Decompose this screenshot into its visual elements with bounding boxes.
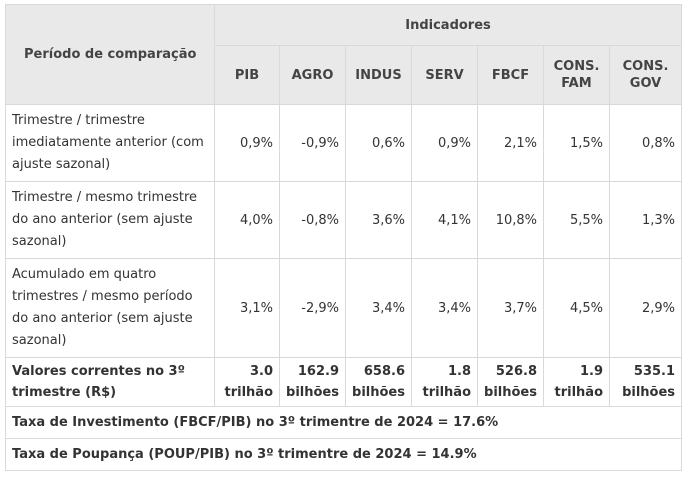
cell-value: 3,6% xyxy=(345,181,412,259)
investment-rate: Taxa de Investimento (FBCF/PIB) no 3º tr… xyxy=(4,406,683,439)
cell-value: 526.8 bilhões xyxy=(477,357,544,407)
cell-value: 0,6% xyxy=(345,104,412,182)
cell-value: 4,0% xyxy=(214,181,280,259)
savings-rate: Taxa de Poupança (POUP/PIB) no 3º trimen… xyxy=(4,438,683,471)
column-header-cons-gov: CONS. GOV xyxy=(608,45,683,105)
current-values-row: Valores correntes no 3º trimestre (R$) 3… xyxy=(5,357,683,407)
column-header-cons-fam: CONS. FAM xyxy=(543,45,610,105)
period-header: Período de comparação xyxy=(5,4,215,105)
cell-value: 658.6 bilhões xyxy=(345,357,412,407)
column-header-indus: INDUS xyxy=(345,45,412,105)
cell-value: 4,1% xyxy=(411,181,478,259)
column-header-pib: PIB xyxy=(214,45,280,105)
indicators-header: Indicadores xyxy=(213,4,683,46)
cell-value: 3,4% xyxy=(411,258,478,358)
cell-value: 1,5% xyxy=(543,104,610,182)
cell-value: 2,1% xyxy=(477,104,544,182)
column-header-fbcf: FBCF xyxy=(477,45,544,105)
cell-value: 0,8% xyxy=(608,104,683,182)
cell-value: 3,4% xyxy=(345,258,412,358)
table-row: Acumulado em quatro trimestres / mesmo p… xyxy=(5,258,683,358)
cell-value: 1,3% xyxy=(608,181,683,259)
cell-value: 4,5% xyxy=(543,258,610,358)
column-header-agro: AGRO xyxy=(279,45,346,105)
cell-value: 162.9 bilhões xyxy=(279,357,346,407)
cell-value: 0,9% xyxy=(214,104,280,182)
investment-rate-row: Taxa de Investimento (FBCF/PIB) no 3º tr… xyxy=(4,406,683,439)
row-label: Acumulado em quatro trimestres / mesmo p… xyxy=(5,258,215,358)
cell-value: 10,8% xyxy=(477,181,544,259)
row-label: Trimestre / mesmo trimestre do ano anter… xyxy=(5,181,215,259)
cell-value: 1.9 trilhão xyxy=(543,357,610,407)
cell-value: 2,9% xyxy=(608,258,683,358)
gdp-indicators-table: Período de comparação Indicadores PIB AG… xyxy=(4,4,683,471)
table-row: Trimestre / mesmo trimestre do ano anter… xyxy=(5,181,683,259)
column-header-serv: SERV xyxy=(411,45,478,105)
row-label: Valores correntes no 3º trimestre (R$) xyxy=(5,357,215,407)
cell-value: 3,1% xyxy=(214,258,280,358)
cell-value: 3,7% xyxy=(477,258,544,358)
row-label: Trimestre / trimestre imediatamente ante… xyxy=(5,104,215,182)
cell-value: -0,8% xyxy=(279,181,346,259)
cell-value: 1.8 trilhão xyxy=(411,357,478,407)
savings-rate-row: Taxa de Poupança (POUP/PIB) no 3º trimen… xyxy=(4,438,683,471)
cell-value: -0,9% xyxy=(279,104,346,182)
cell-value: 0,9% xyxy=(411,104,478,182)
cell-value: -2,9% xyxy=(279,258,346,358)
cell-value: 3.0 trilhão xyxy=(214,357,280,407)
table-row: Trimestre / trimestre imediatamente ante… xyxy=(5,104,683,182)
cell-value: 5,5% xyxy=(543,181,610,259)
cell-value: 535.1 bilhões xyxy=(608,357,683,407)
